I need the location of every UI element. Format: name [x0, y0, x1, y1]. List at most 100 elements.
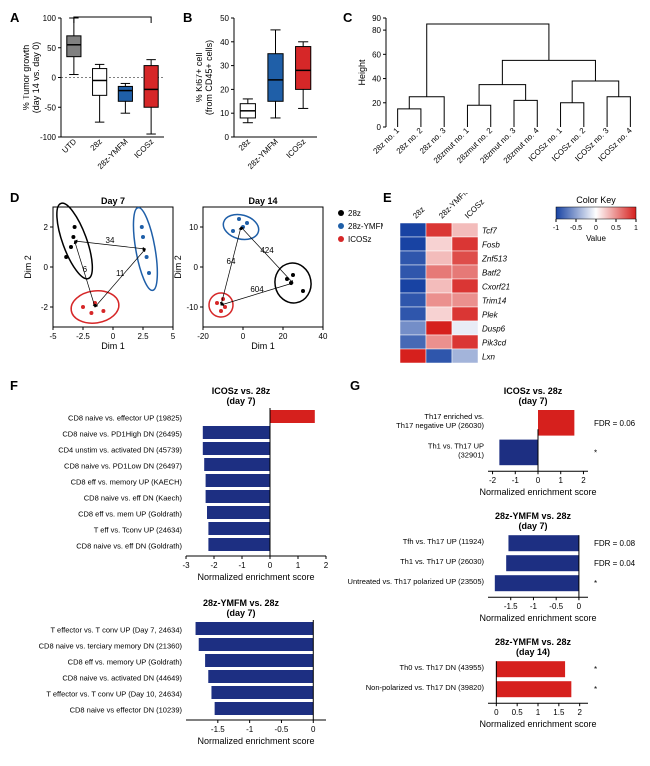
svg-text:Non-polarized vs. Th17 DN (398: Non-polarized vs. Th17 DN (39820)	[366, 683, 485, 692]
svg-text:Fosb: Fosb	[482, 241, 500, 250]
svg-text:1: 1	[559, 476, 564, 485]
svg-text:6: 6	[83, 265, 88, 274]
svg-text:Th1 vs. Th17 UP: Th1 vs. Th17 UP	[428, 442, 484, 451]
svg-text:Batf2: Batf2	[482, 269, 501, 278]
svg-text:ICOSz: ICOSz	[463, 197, 486, 220]
svg-text:40: 40	[372, 75, 381, 84]
svg-text:ICOSz: ICOSz	[285, 137, 308, 160]
svg-text:0.5: 0.5	[611, 225, 621, 232]
svg-text:Th17 enriched vs.: Th17 enriched vs.	[424, 412, 484, 421]
svg-text:CD8 eff vs. mem UP (Goldrath): CD8 eff vs. mem UP (Goldrath)	[78, 509, 182, 518]
svg-text:20: 20	[372, 99, 381, 108]
svg-text:-2: -2	[210, 561, 218, 570]
svg-text:Plek: Plek	[482, 311, 499, 320]
svg-text:ICOSz vs. 28z(day 7): ICOSz vs. 28z(day 7)	[212, 386, 271, 406]
svg-text:CD8 naive vs. terciary memory: CD8 naive vs. terciary memory DN (21360)	[39, 641, 183, 650]
svg-text:-0.5: -0.5	[275, 725, 289, 734]
svg-text:0: 0	[111, 332, 116, 341]
svg-text:Day 7: Day 7	[101, 196, 125, 206]
panel-label-A: A	[10, 10, 19, 25]
svg-text:1: 1	[296, 561, 301, 570]
panel-e-heatmap: 28z28z-YMFMICOSzTcf7FosbZnf513Batf2Cxorf…	[396, 193, 650, 368]
svg-text:-2: -2	[41, 303, 49, 312]
svg-text:*: *	[594, 665, 597, 674]
svg-text:0: 0	[594, 225, 598, 232]
svg-text:*: *	[110, 12, 115, 19]
panel-a-boxplot: -100-50050100% Tumor growth(day 14 vs. d…	[23, 12, 168, 177]
svg-text:11: 11	[116, 269, 125, 278]
svg-text:CD8 naive vs effector DN (1023: CD8 naive vs effector DN (10239)	[70, 705, 183, 714]
svg-text:50: 50	[47, 44, 56, 53]
svg-text:CD8 naive vs. eff DN (Kaech): CD8 naive vs. eff DN (Kaech)	[84, 493, 183, 502]
svg-text:34: 34	[106, 236, 115, 245]
svg-text:Trim14: Trim14	[482, 297, 507, 306]
svg-text:Dim 2: Dim 2	[23, 255, 33, 279]
svg-text:-1: -1	[530, 602, 538, 611]
svg-text:1.5: 1.5	[553, 708, 565, 717]
panel-f-bars: ICOSz vs. 28z(day 7) CD8 naive vs. effect…	[14, 382, 344, 762]
svg-text:5: 5	[171, 332, 176, 341]
svg-text:FDR = 0.04: FDR = 0.04	[594, 559, 636, 568]
svg-text:CD8 naive vs. eff DN (Goldrath: CD8 naive vs. eff DN (Goldrath)	[76, 541, 182, 550]
svg-text:2: 2	[44, 223, 49, 232]
svg-text:0: 0	[577, 602, 582, 611]
svg-text:ICOSz: ICOSz	[133, 137, 156, 160]
panel-g-bars: ICOSz vs. 28z(day 7)Th17 enriched vs.Th1…	[348, 382, 648, 762]
svg-text:424: 424	[260, 246, 274, 255]
svg-text:28z-YMFM: 28z-YMFM	[246, 137, 280, 171]
svg-text:-0.5: -0.5	[570, 225, 582, 232]
svg-text:Normalized enrichment score: Normalized enrichment score	[479, 613, 596, 623]
svg-text:10: 10	[220, 109, 229, 118]
svg-text:0: 0	[311, 725, 316, 734]
svg-text:-20: -20	[197, 332, 209, 341]
svg-text:2: 2	[324, 561, 329, 570]
svg-text:90: 90	[372, 14, 381, 23]
svg-text:CD8 eff vs. memory UP (Goldrat: CD8 eff vs. memory UP (Goldrath)	[68, 657, 183, 666]
svg-text:2: 2	[577, 708, 582, 717]
svg-text:Untreated vs. Th17 polarized U: Untreated vs. Th17 polarized UP (23505)	[348, 577, 485, 586]
svg-text:T effector vs. T conv UP (Day: T effector vs. T conv UP (Day 7, 24634)	[51, 625, 183, 634]
svg-text:-10: -10	[186, 303, 198, 312]
svg-text:28z: 28z	[237, 137, 252, 152]
svg-text:0.5: 0.5	[512, 708, 524, 717]
svg-text:Dim 1: Dim 1	[251, 341, 275, 351]
svg-text:-1: -1	[238, 561, 246, 570]
svg-text:0: 0	[536, 476, 541, 485]
svg-text:Lxn: Lxn	[482, 353, 495, 362]
svg-text:% Ki67+ cell(from CD45+ cells): % Ki67+ cell(from CD45+ cells)	[196, 40, 214, 115]
panel-c-dendrogram: 02040608090Height28z no. 128z no. 228z n…	[356, 12, 646, 182]
svg-text:-5: -5	[49, 332, 57, 341]
svg-text:-3: -3	[182, 561, 190, 570]
svg-text:-50: -50	[44, 103, 56, 112]
svg-text:Normalized enrichment score: Normalized enrichment score	[197, 572, 314, 582]
svg-text:-2: -2	[489, 476, 497, 485]
svg-text:T eff vs. Tconv UP (24634): T eff vs. Tconv UP (24634)	[94, 525, 183, 534]
svg-text:CD4 unstim vs. activated DN (4: CD4 unstim vs. activated DN (45739)	[58, 445, 182, 454]
svg-text:Tcf7: Tcf7	[482, 227, 497, 236]
svg-text:64: 64	[227, 257, 236, 266]
svg-text:100: 100	[43, 14, 57, 23]
svg-text:Color Key: Color Key	[576, 195, 616, 205]
svg-text:ICOSz: ICOSz	[348, 235, 372, 244]
svg-text:Znf513: Znf513	[481, 255, 507, 264]
svg-text:40: 40	[319, 332, 328, 341]
svg-text:0: 0	[241, 332, 246, 341]
svg-text:80: 80	[372, 26, 381, 35]
svg-text:FDR = 0.06: FDR = 0.06	[594, 419, 636, 428]
svg-text:FDR = 0.08: FDR = 0.08	[594, 539, 636, 548]
svg-text:-100: -100	[40, 133, 57, 142]
svg-text:28z-YMFM: 28z-YMFM	[348, 222, 383, 231]
svg-text:-1: -1	[246, 725, 254, 734]
svg-text:28z: 28z	[411, 205, 426, 220]
svg-text:CD8 naive vs. effector UP (198: CD8 naive vs. effector UP (19825)	[68, 413, 182, 422]
panel-label-E: E	[383, 190, 392, 205]
panel-label-D: D	[10, 190, 19, 205]
svg-text:2.5: 2.5	[137, 332, 149, 341]
svg-text:28z-YMFM vs. 28z(day 7): 28z-YMFM vs. 28z(day 7)	[203, 598, 280, 618]
svg-text:CD8 naive vs. PD1High DN (2649: CD8 naive vs. PD1High DN (26495)	[62, 429, 182, 438]
panel-label-B: B	[183, 10, 192, 25]
svg-text:40: 40	[220, 38, 229, 47]
svg-text:T effector vs. T conv UP (Day: T effector vs. T conv UP (Day 10, 24634)	[46, 689, 182, 698]
svg-text:0: 0	[268, 561, 273, 570]
svg-text:% Tumor growth(day 14 vs. day: % Tumor growth(day 14 vs. day 0)	[23, 42, 41, 114]
